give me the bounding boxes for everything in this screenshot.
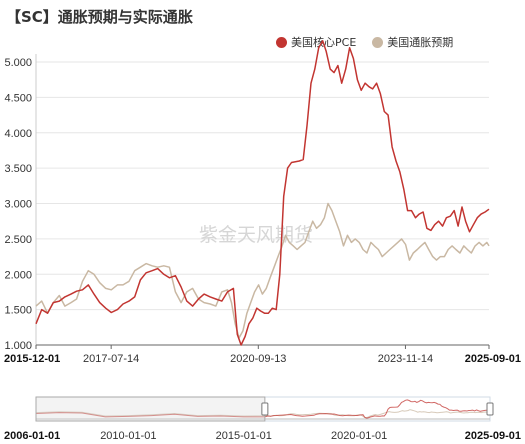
slider-unselected-region [35, 396, 266, 422]
slider-handle-right[interactable] [486, 402, 494, 416]
slider-date-label: 2010-01-01 [100, 430, 156, 442]
zoom-slider[interactable]: 2006-01-01 2010-01-01 2015-01-01 2020-01-01… [4, 396, 521, 442]
slider-preview-inflation-expectation [35, 409, 491, 419]
legend-item-inflation-expectation[interactable]: 美国通胀预期 [372, 34, 453, 50]
chart-title: 【SC】通胀预期与实际通胀 [6, 8, 193, 26]
slider-preview-core-pce [35, 399, 491, 419]
legend-marker-core-pce [276, 36, 287, 48]
y-tick-label: 1.000 [4, 340, 32, 352]
slider-handle-left[interactable] [261, 402, 269, 416]
plot-series [35, 40, 490, 346]
y-tick-label: 1.500 [4, 305, 32, 317]
slider-date-label: 2025-09-01 [465, 430, 521, 442]
x-tick-label: 2020-09-13 [230, 353, 286, 365]
y-tick-label: 2.000 [4, 269, 32, 281]
slider-date-label: 2020-01-01 [331, 430, 387, 442]
x-tick-label: 2023-11-14 [378, 353, 433, 365]
series-core-pce-line [35, 40, 490, 346]
x-tick-label: 2017-07-14 [83, 353, 139, 365]
slider-date-label: 2006-01-01 [4, 430, 60, 442]
y-tick-label: 3.000 [4, 199, 32, 211]
legend-label-inflation-expectation: 美国通胀预期 [387, 36, 454, 49]
watermark: 紫金天风期货 [199, 224, 313, 246]
x-tick-label: 2025-09-01 [465, 353, 521, 365]
y-tick-label: 2.500 [4, 234, 32, 246]
y-tick-label: 4.500 [4, 92, 32, 104]
y-tick-label: 3.500 [4, 163, 32, 175]
slider-date-label: 2015-01-01 [216, 430, 272, 442]
grid-lines [36, 61, 489, 346]
y-tick-label: 5.000 [4, 57, 32, 69]
y-axis: 5.000 4.500 4.000 3.500 3.000 2.500 2.000 1.500… [4, 54, 37, 352]
y-tick-label: 4.000 [4, 128, 32, 140]
legend-marker-inflation-expectation [372, 36, 384, 48]
x-axis: 2015-12-01 2017-07-14 2020-09-13 2023-11-14… [4, 344, 521, 365]
x-tick-label: 2015-12-01 [4, 353, 60, 365]
series-inflation-expectation-line [35, 202, 490, 339]
